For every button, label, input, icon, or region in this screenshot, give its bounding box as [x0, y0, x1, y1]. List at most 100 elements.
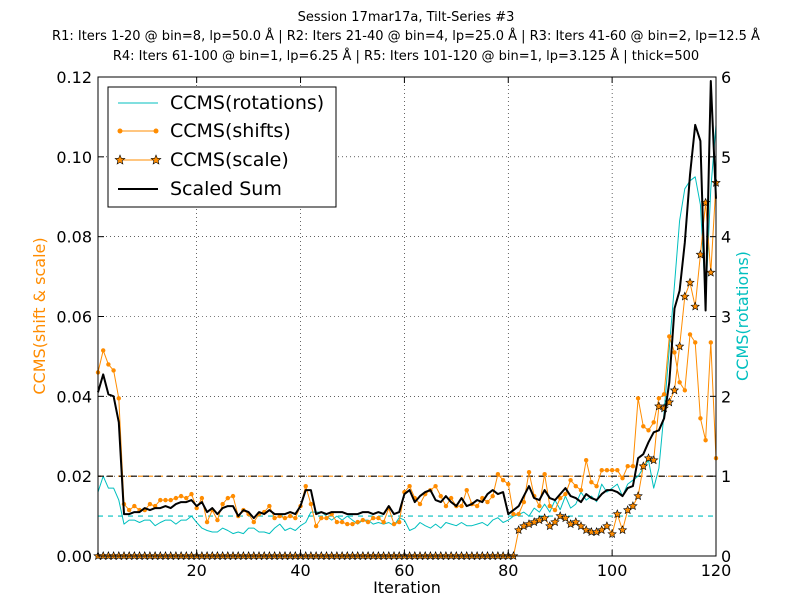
- data-point: [178, 493, 184, 499]
- data-point-star: [680, 291, 690, 301]
- data-point: [147, 501, 153, 507]
- data-point-star: [612, 509, 623, 519]
- data-point: [589, 479, 594, 485]
- x-tick-label: 80: [498, 561, 518, 580]
- data-point: [547, 503, 553, 509]
- series-ccms-shifts: [95, 332, 719, 529]
- data-point: [184, 495, 189, 501]
- data-point: [708, 340, 714, 345]
- data-point: [516, 511, 521, 517]
- data-point: [542, 471, 547, 477]
- data-point: [620, 475, 625, 481]
- data-point: [615, 467, 620, 473]
- data-point: [635, 396, 641, 401]
- data-point: [100, 348, 106, 353]
- y-axis-left-label: CCMS(shift & scale): [30, 237, 49, 394]
- data-point: [345, 521, 350, 527]
- y-left-tick-label: 0.00: [56, 547, 92, 566]
- data-point: [251, 519, 256, 525]
- legend-marker-shifts-b: [153, 128, 159, 134]
- data-point: [630, 463, 636, 469]
- data-point: [558, 495, 563, 501]
- data-point: [537, 503, 542, 509]
- data-point: [604, 467, 610, 473]
- legend-marker-scale: [114, 154, 162, 165]
- y-left-tick-label: 0.06: [56, 308, 92, 327]
- data-point: [703, 438, 708, 443]
- data-point: [500, 477, 506, 483]
- data-point-star: [674, 341, 685, 351]
- data-point: [220, 501, 225, 507]
- data-point-star: [706, 267, 716, 277]
- data-point: [163, 497, 168, 503]
- data-point: [495, 471, 501, 477]
- data-point: [106, 362, 111, 367]
- data-point: [230, 493, 236, 499]
- data-point-star: [638, 461, 649, 471]
- data-point: [376, 515, 381, 521]
- data-point: [350, 521, 355, 527]
- data-point: [661, 392, 667, 397]
- data-point-star: [550, 517, 560, 527]
- series-lines: [93, 80, 721, 561]
- data-point-star: [685, 277, 695, 287]
- x-axis-label: Iteration: [373, 578, 441, 597]
- data-point: [682, 388, 688, 393]
- series-line: [97, 124, 717, 535]
- data-point-star: [607, 529, 617, 539]
- data-point: [433, 483, 438, 489]
- data-point: [459, 503, 464, 509]
- data-point: [111, 368, 116, 373]
- data-point: [381, 519, 386, 525]
- data-point: [443, 503, 449, 509]
- data-point: [641, 424, 646, 429]
- series-ccms-rotations: [97, 124, 717, 535]
- data-point: [693, 340, 698, 345]
- y-right-tick-label: 0: [721, 547, 731, 566]
- y-right-tick-label: 1: [721, 467, 731, 486]
- reference-lines: [98, 475, 716, 517]
- y-left-tick-label: 0.02: [56, 467, 92, 486]
- data-point: [646, 428, 651, 433]
- data-point: [132, 503, 137, 509]
- data-point: [293, 515, 298, 521]
- data-point: [672, 350, 677, 355]
- data-point: [339, 519, 345, 525]
- data-point: [490, 493, 495, 499]
- data-point: [158, 497, 163, 503]
- legend-label-sum: Scaled Sum: [170, 178, 282, 200]
- data-point: [568, 477, 573, 483]
- data-point: [656, 396, 662, 401]
- data-point: [677, 380, 682, 385]
- series-line: [97, 80, 717, 520]
- data-point: [282, 515, 288, 521]
- data-point: [313, 523, 319, 529]
- data-point: [667, 334, 672, 339]
- data-point: [625, 463, 630, 469]
- data-point: [573, 483, 578, 489]
- y-right-tick-label: 2: [721, 387, 731, 406]
- data-point: [563, 491, 568, 497]
- data-point: [594, 483, 599, 489]
- legend-star: [150, 154, 162, 165]
- chart-title-line2: R1: Iters 1-20 @ bin=8, lp=50.0 Å | R2: …: [52, 28, 760, 44]
- data-point: [168, 497, 173, 503]
- data-point-star: [690, 301, 700, 311]
- y-left-tick-label: 0.08: [56, 228, 92, 247]
- data-point: [215, 517, 220, 523]
- data-point: [521, 499, 527, 505]
- chart-title-line3: R4: Iters 61-100 @ bin=1, lp=6.25 Å | R5…: [113, 48, 699, 64]
- legend-label-rotations: CCMS(rotations): [170, 92, 324, 114]
- data-point-star: [576, 521, 586, 531]
- data-point: [173, 495, 179, 501]
- legend-marker-shifts-a: [117, 128, 123, 134]
- data-point: [371, 515, 376, 521]
- data-point: [308, 501, 314, 507]
- data-point: [485, 499, 490, 505]
- data-point: [272, 515, 277, 521]
- data-point: [204, 519, 210, 525]
- y-axis-right-label: CCMS(rotations): [733, 251, 752, 381]
- data-point: [319, 515, 324, 521]
- series-line: [97, 334, 717, 527]
